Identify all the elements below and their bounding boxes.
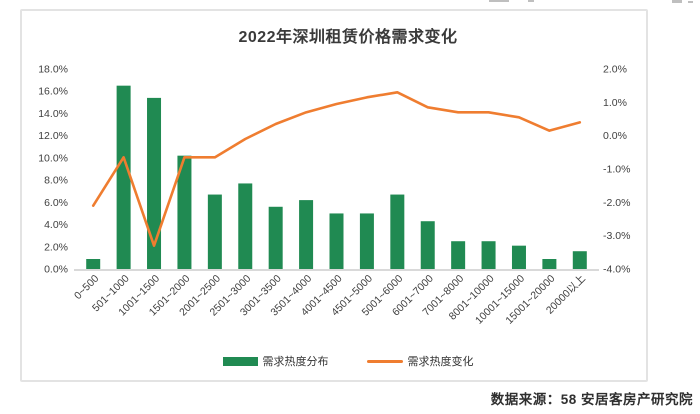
right-axis-tick-label: 1.0% — [603, 97, 627, 109]
left-axis-tick-label: 16.0% — [38, 86, 68, 98]
legend-label-bars: 需求热度分布 — [262, 356, 329, 368]
bar — [451, 241, 466, 269]
bar-series-swatch — [222, 356, 258, 366]
left-axis-tick-label: 10.0% — [38, 152, 68, 164]
top-crop-artifact — [528, 0, 534, 2]
legend-item-line: 需求热度变化 — [366, 353, 474, 369]
bar — [390, 194, 405, 269]
legend-item-bars: 需求热度分布 — [222, 353, 329, 369]
right-axis-tick-label: -2.0% — [603, 197, 630, 209]
bar — [268, 206, 283, 269]
right-axis-tick-label: 0.0% — [603, 130, 627, 142]
bar — [299, 200, 314, 269]
right-axis-tick-label: -1.0% — [603, 164, 630, 176]
bar — [177, 155, 192, 269]
bar — [420, 221, 435, 269]
left-axis-tick-label: 4.0% — [44, 219, 68, 231]
top-crop-artifact — [489, 0, 509, 2]
right-axis-tick-label: 2.0% — [603, 64, 627, 76]
right-axis-tick-label: -3.0% — [603, 230, 630, 242]
demand-change-line — [91, 91, 582, 247]
left-axis-tick-label: 14.0% — [38, 108, 68, 120]
left-axis-tick-label: 12.0% — [38, 130, 68, 142]
source-note: 数据来源：58 安居客房产研究院 — [490, 392, 693, 407]
right-axis-tick-label: -4.0% — [603, 264, 630, 276]
left-axis-tick-label: 8.0% — [44, 175, 68, 187]
bar — [147, 97, 162, 269]
bar — [86, 259, 101, 269]
bar — [207, 194, 222, 269]
line-series-swatch — [366, 359, 403, 363]
bar — [359, 213, 374, 269]
bar — [542, 259, 557, 269]
bar — [238, 183, 253, 269]
left-axis-tick-label: 18.0% — [38, 64, 68, 76]
top-crop-artifact — [672, 0, 682, 3]
left-axis-tick-label: 6.0% — [44, 197, 68, 209]
bar — [572, 251, 587, 269]
chart-legend: 需求热度分布 需求热度变化 — [78, 352, 618, 370]
left-axis-tick-label: 0.0% — [44, 264, 68, 276]
bar — [329, 213, 344, 269]
left-axis-tick-label: 2.0% — [44, 241, 68, 253]
bar — [116, 85, 131, 270]
bar — [511, 245, 526, 269]
top-crop-artifact — [688, 1, 693, 3]
bar — [481, 241, 496, 269]
legend-label-line: 需求热度变化 — [407, 356, 474, 368]
chart-title: 2022年深圳租赁价格需求变化 — [238, 29, 458, 46]
